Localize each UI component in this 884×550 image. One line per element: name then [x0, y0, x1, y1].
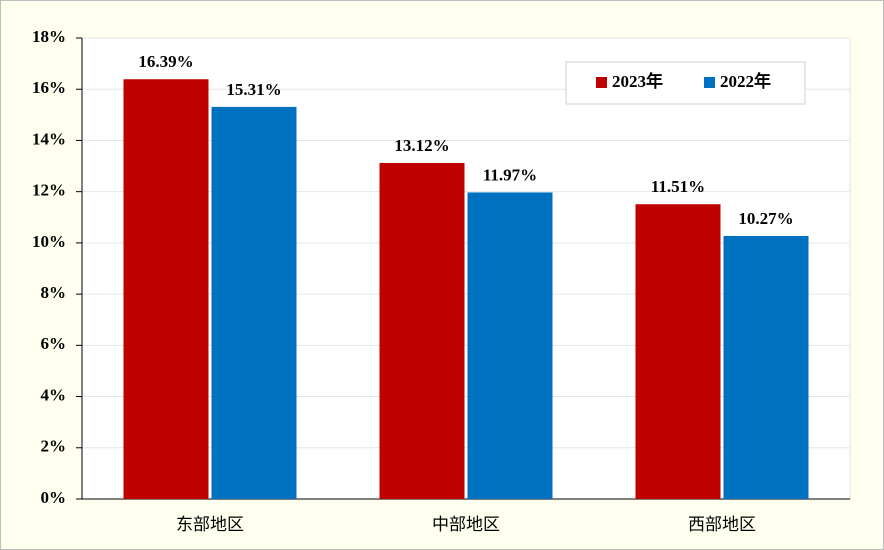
y-tick-label: 8%: [41, 283, 67, 302]
y-tick-label: 18%: [32, 27, 66, 46]
x-tick-label: 中部地区: [432, 515, 500, 535]
legend-label: 2022年: [720, 71, 771, 91]
data-label: 13.12%: [394, 136, 449, 155]
y-tick-label: 6%: [41, 334, 67, 353]
data-label: 11.97%: [483, 165, 537, 184]
data-label: 11.51%: [651, 177, 705, 196]
bar: [635, 204, 721, 499]
bar: [123, 79, 209, 499]
plot-area: [81, 37, 851, 500]
y-tick-label: 12%: [32, 181, 66, 200]
y-tick-label: 4%: [41, 385, 67, 404]
y-tick-label: 10%: [32, 232, 66, 251]
data-label: 10.27%: [738, 209, 793, 228]
legend-swatch: [704, 77, 715, 88]
legend-swatch: [596, 77, 607, 88]
x-tick-label: 东部地区: [176, 515, 244, 535]
bar: [723, 235, 809, 500]
bar: [379, 162, 465, 499]
y-tick-label: 2%: [41, 437, 67, 456]
bar: [467, 192, 553, 499]
data-label: 15.31%: [226, 80, 281, 99]
bar: [211, 106, 297, 499]
legend-label: 2023年: [612, 71, 663, 91]
data-label: 16.39%: [138, 52, 193, 71]
x-tick-label: 西部地区: [688, 515, 756, 535]
y-tick-label: 16%: [32, 78, 66, 97]
y-tick-label: 0%: [41, 488, 67, 507]
y-tick-label: 14%: [32, 129, 66, 148]
